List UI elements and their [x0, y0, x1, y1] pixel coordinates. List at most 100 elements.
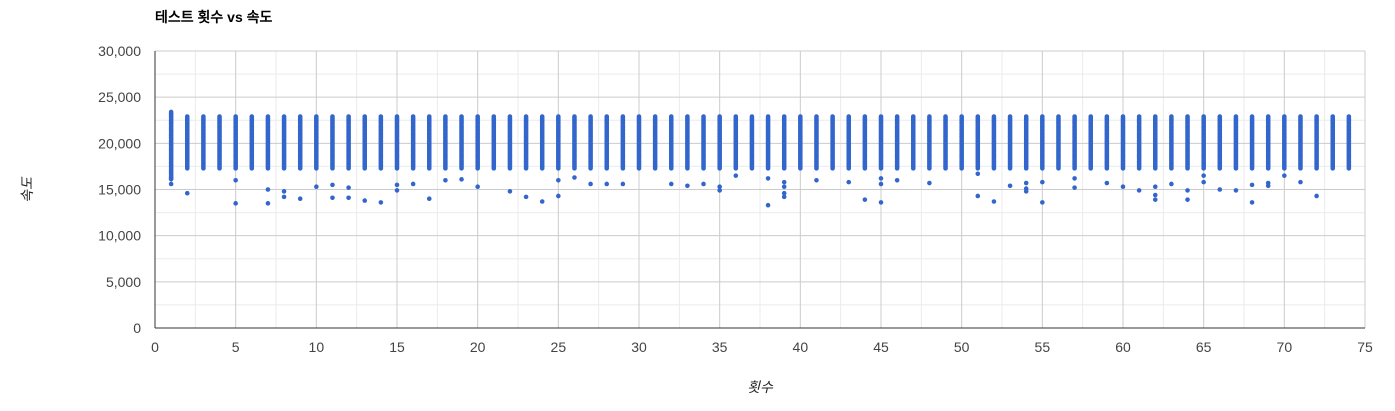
data-point — [1233, 188, 1239, 193]
data-point — [1072, 176, 1077, 181]
data-point — [281, 194, 287, 200]
data-point — [265, 166, 271, 171]
data-point — [523, 166, 529, 171]
data-point — [459, 177, 464, 182]
data-point — [1233, 166, 1239, 171]
data-point — [1040, 200, 1045, 205]
data-point — [1104, 166, 1110, 171]
data-point — [1298, 166, 1303, 171]
data-point — [281, 189, 287, 194]
data-point — [572, 175, 577, 180]
data-point — [346, 166, 351, 171]
data-point — [1185, 166, 1190, 171]
y-tick-label: 15,000 — [98, 182, 141, 198]
data-point — [1072, 185, 1077, 190]
data-point — [1217, 187, 1223, 192]
data-point — [443, 166, 448, 171]
data-point — [717, 166, 722, 171]
data-point — [846, 179, 852, 185]
data-point — [297, 196, 303, 202]
data-point — [346, 185, 351, 190]
x-tick-label: 65 — [1196, 339, 1212, 355]
data-point — [685, 183, 690, 189]
data-point — [814, 177, 819, 183]
data-point — [233, 201, 238, 206]
x-axis-ticks: 0 5 10 15 20 25 30 35 40 45 50 55 60 65 70 75 — [151, 339, 1373, 355]
x-tick-label: 10 — [309, 339, 325, 355]
data-point — [475, 166, 480, 171]
data-point — [620, 181, 626, 187]
x-tick-label: 75 — [1357, 339, 1373, 355]
data-point — [314, 184, 319, 190]
data-point — [588, 181, 593, 187]
y-tick-label: 20,000 — [98, 135, 141, 151]
data-point — [765, 202, 771, 208]
x-tick-label: 35 — [712, 339, 728, 355]
data-point — [1104, 180, 1110, 186]
data-point — [604, 181, 610, 187]
data-point — [362, 166, 368, 171]
data-point — [717, 188, 722, 193]
data-point — [1152, 197, 1158, 202]
data-point — [1152, 192, 1158, 198]
data-point — [217, 166, 222, 171]
data-point — [346, 195, 351, 201]
data-point — [233, 166, 238, 171]
data-point — [975, 171, 981, 177]
data-point — [1185, 197, 1190, 202]
data-point — [1185, 188, 1190, 193]
y-tick-label: 30,000 — [98, 43, 141, 59]
data-point — [1217, 166, 1223, 171]
data-point — [1136, 188, 1142, 193]
data-point — [1282, 166, 1287, 171]
data-point — [781, 179, 787, 185]
data-point — [1169, 166, 1174, 171]
data-point — [894, 166, 900, 171]
data-point — [878, 166, 884, 171]
data-point — [652, 166, 658, 171]
data-point — [733, 166, 739, 171]
data-point — [781, 190, 787, 196]
data-points — [168, 109, 1352, 208]
data-point — [1136, 166, 1142, 171]
data-point — [539, 199, 545, 204]
data-point — [1314, 193, 1319, 199]
data-point — [1152, 166, 1158, 171]
data-point — [184, 166, 190, 171]
data-point — [314, 166, 319, 171]
data-point — [668, 181, 674, 187]
data-point — [878, 181, 884, 187]
data-point — [701, 166, 706, 171]
x-tick-label: 20 — [470, 339, 486, 355]
data-point — [394, 182, 400, 188]
y-tick-label: 25,000 — [98, 89, 141, 105]
data-point — [1330, 166, 1336, 171]
data-point — [410, 166, 416, 171]
data-point — [168, 181, 174, 187]
data-point — [556, 177, 561, 183]
x-tick-label: 60 — [1115, 339, 1131, 355]
data-point — [781, 166, 787, 171]
data-point — [539, 166, 545, 171]
data-point — [1201, 166, 1206, 171]
x-axis-title: 횟수 — [747, 379, 774, 395]
data-point — [249, 166, 255, 171]
chart-title: 테스트 횟수 vs 속도 — [155, 9, 273, 25]
data-point — [1169, 181, 1174, 187]
x-tick-label: 50 — [954, 339, 970, 355]
data-point — [781, 184, 787, 190]
data-point — [975, 166, 981, 171]
data-point — [862, 197, 868, 202]
x-tick-label: 25 — [551, 339, 567, 355]
data-point — [362, 198, 368, 203]
y-tick-label: 10,000 — [98, 228, 141, 244]
data-point — [1056, 166, 1061, 171]
data-point — [927, 166, 932, 171]
data-point — [1201, 173, 1206, 178]
data-point — [1201, 179, 1206, 185]
data-point — [459, 166, 464, 171]
data-point — [410, 181, 416, 187]
data-point — [475, 184, 480, 190]
data-point — [378, 166, 384, 171]
